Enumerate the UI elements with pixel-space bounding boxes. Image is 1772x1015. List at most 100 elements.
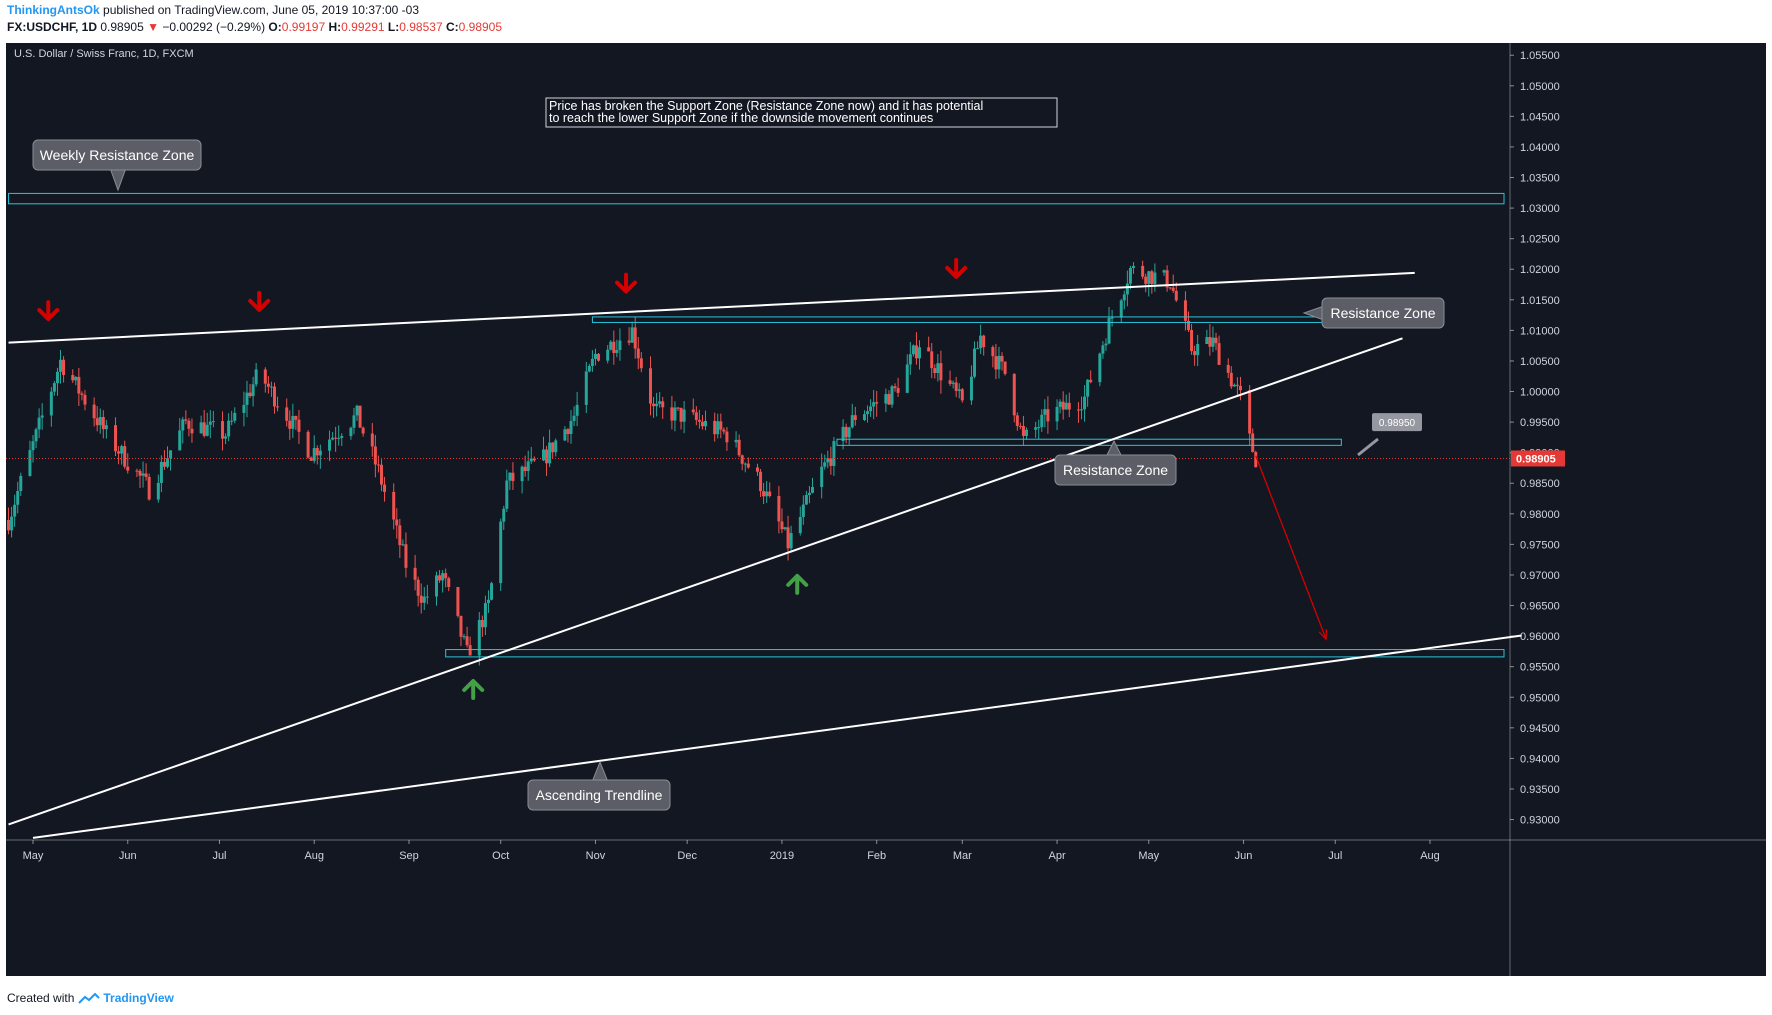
candle-body xyxy=(508,472,512,481)
candle-body xyxy=(465,636,469,646)
candle-body xyxy=(1122,294,1126,301)
candle-body xyxy=(276,406,280,408)
y-tick-label: 1.05500 xyxy=(1520,50,1560,62)
callout-box xyxy=(1321,297,1445,329)
y-tick-label: 1.01000 xyxy=(1520,325,1560,337)
candle-body xyxy=(34,429,38,442)
candle-body xyxy=(1015,415,1019,426)
x-tick-label: May xyxy=(1138,850,1159,862)
candle-body xyxy=(1018,425,1022,427)
candle-body xyxy=(254,369,258,385)
projection-arrowhead xyxy=(1318,629,1328,641)
chart-title: U.S. Dollar / Swiss Franc, 1D, FXCM xyxy=(14,48,194,60)
candle-body xyxy=(1248,390,1252,434)
candle-body xyxy=(1174,290,1178,301)
chart-canvas[interactable]: 1.05500 1.05000 1.04500 1.04000 1.03500 1.030… xyxy=(6,43,1766,976)
candle-body xyxy=(1150,271,1154,284)
candle-body xyxy=(101,416,105,430)
candle-body xyxy=(1119,300,1123,318)
candle-body xyxy=(548,442,552,464)
candle-body xyxy=(957,389,961,391)
candle-body xyxy=(328,439,332,451)
candle-body xyxy=(1125,283,1129,295)
candle-body xyxy=(801,504,805,517)
callout-label: Resistance Zone xyxy=(1330,305,1435,321)
note-box[interactable] xyxy=(545,97,1058,128)
candle-body xyxy=(746,463,750,468)
candle-body xyxy=(1232,384,1236,387)
candle-body xyxy=(869,406,873,412)
candle-body xyxy=(205,424,209,436)
y-tick-label: 0.98500 xyxy=(1520,478,1560,490)
candle-body xyxy=(994,356,998,370)
candle-body xyxy=(221,421,225,439)
price-tag-box[interactable] xyxy=(1372,413,1422,432)
zone-rect[interactable] xyxy=(591,316,1336,323)
candle-body xyxy=(1183,300,1187,321)
x-tick-label: Mar xyxy=(953,850,972,862)
candle-body xyxy=(40,415,44,418)
candle-body xyxy=(349,427,353,437)
candle-body xyxy=(123,446,127,467)
candle-body xyxy=(331,437,335,440)
candle-body xyxy=(927,347,931,352)
candle-body xyxy=(1144,276,1148,284)
candle-body xyxy=(1021,426,1025,436)
candle-body xyxy=(682,409,686,422)
candle-body xyxy=(529,458,533,462)
candle-body xyxy=(483,603,487,628)
candle-body xyxy=(844,426,848,438)
candle-body xyxy=(862,414,866,421)
y-tick-label: 1.02000 xyxy=(1520,264,1560,276)
candle-body xyxy=(593,353,597,359)
callout-resistance-upper[interactable]: Resistance Zone xyxy=(1302,297,1445,329)
y-tick-label: 0.93000 xyxy=(1520,815,1560,827)
candle-body xyxy=(1083,396,1087,410)
author-link[interactable]: ThinkingAntsOk xyxy=(7,3,100,17)
candle-body xyxy=(1064,402,1068,410)
candle-body xyxy=(948,380,952,384)
x-tick-label: Jul xyxy=(212,850,226,862)
candle-body xyxy=(1254,452,1258,468)
candle-body xyxy=(722,429,726,432)
candle-body xyxy=(1089,379,1093,383)
candle-body xyxy=(1003,361,1007,374)
candle-body xyxy=(1147,271,1151,284)
candle-body xyxy=(1211,337,1215,347)
candle-body xyxy=(1187,320,1191,331)
arrow-down-icon xyxy=(615,272,638,294)
candle-body xyxy=(74,376,78,381)
y-tick-label: 1.01500 xyxy=(1520,295,1560,307)
candle-body xyxy=(401,544,405,546)
candle-body xyxy=(269,386,273,388)
candle-body xyxy=(658,401,662,404)
callout-tail xyxy=(1302,305,1325,321)
y-tick-label: 0.97000 xyxy=(1520,570,1560,582)
candle-body xyxy=(569,420,573,435)
candle-body xyxy=(648,368,652,404)
trendline[interactable] xyxy=(8,271,1415,344)
candle-body xyxy=(587,366,591,372)
candle-body xyxy=(224,436,228,439)
trendline[interactable] xyxy=(32,634,1522,839)
y-tick-label: 1.00000 xyxy=(1520,387,1560,399)
x-tick-label: Jun xyxy=(1235,850,1253,862)
candle-body xyxy=(511,472,515,482)
callout-resistance-lower[interactable]: Resistance Zone xyxy=(1054,439,1177,486)
zone-rect[interactable] xyxy=(8,192,1505,205)
created-with-text: Created with xyxy=(7,991,75,1005)
callout-ascending-trendline[interactable]: Ascending Trendline xyxy=(527,760,671,811)
zone-rect[interactable] xyxy=(836,438,1342,446)
candle-body xyxy=(826,458,830,463)
tradingview-link[interactable]: TradingView xyxy=(103,991,174,1005)
chart-area[interactable]: 1.05500 1.05000 1.04500 1.04000 1.03500 1.030… xyxy=(6,43,1766,976)
candle-body xyxy=(370,433,374,447)
trendline[interactable] xyxy=(8,337,1403,826)
candle-body xyxy=(184,419,188,421)
candle-body xyxy=(312,448,316,461)
candle-body xyxy=(456,586,460,616)
projection-line[interactable] xyxy=(1255,455,1327,640)
x-tick-label: Aug xyxy=(304,850,324,862)
zone-rect[interactable] xyxy=(445,649,1505,658)
callout-weekly-resistance[interactable]: Weekly Resistance Zone xyxy=(32,139,202,192)
